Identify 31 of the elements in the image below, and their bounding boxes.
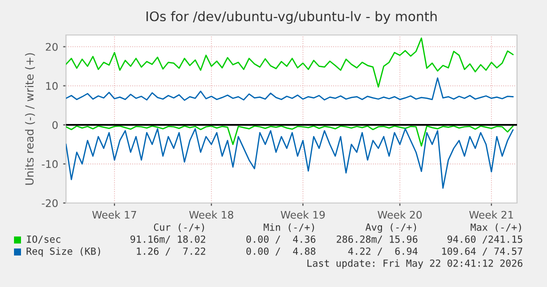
line-series: [66, 38, 514, 88]
text: Last update: Fri May 22 02:41:12 2026: [307, 259, 522, 269]
text: 94.60 /241.15: [448, 235, 522, 244]
legend-label: IO/sec: [26, 235, 60, 244]
x-tick-label: Week 20: [378, 210, 422, 219]
line-series: [66, 125, 514, 147]
text: Max (-/+): [470, 223, 521, 232]
y-tick-label: 0: [52, 121, 58, 129]
line-series: [66, 77, 514, 101]
legend-label: Req Size (KB): [26, 247, 100, 257]
text: Min (-/+): [264, 223, 314, 232]
y-tick-label: 20: [46, 42, 58, 51]
text: 0.00 / 4.36: [246, 235, 316, 244]
text: 0.00 / 4.88: [246, 247, 316, 256]
x-tick-label: Week 17: [92, 210, 136, 219]
text: 1.26 / 7.22: [136, 247, 206, 256]
chart-title: IOs for /dev/ubuntu-vg/ubuntu-lv - by month: [146, 11, 437, 24]
text: 4.22 / 6.94: [348, 247, 418, 256]
text: 91.16m/ 18.02: [130, 235, 206, 244]
y-tick-label: -10: [42, 160, 58, 168]
y-tick-label: -20: [42, 199, 58, 208]
text: 286.28m/ 15.96: [336, 235, 418, 244]
text: Cur (-/+): [154, 223, 204, 232]
line-series: [66, 128, 514, 189]
y-axis-title: Units read (-) / write (+): [25, 53, 35, 185]
x-tick-label: Week 21: [469, 210, 514, 219]
y-tick-label: 10: [46, 82, 58, 90]
text: Avg (-/+): [366, 223, 416, 233]
x-tick-label: Week 19: [280, 210, 325, 219]
text: 109.64 / 74.57: [442, 247, 522, 256]
x-tick-label: Week 18: [189, 210, 234, 219]
